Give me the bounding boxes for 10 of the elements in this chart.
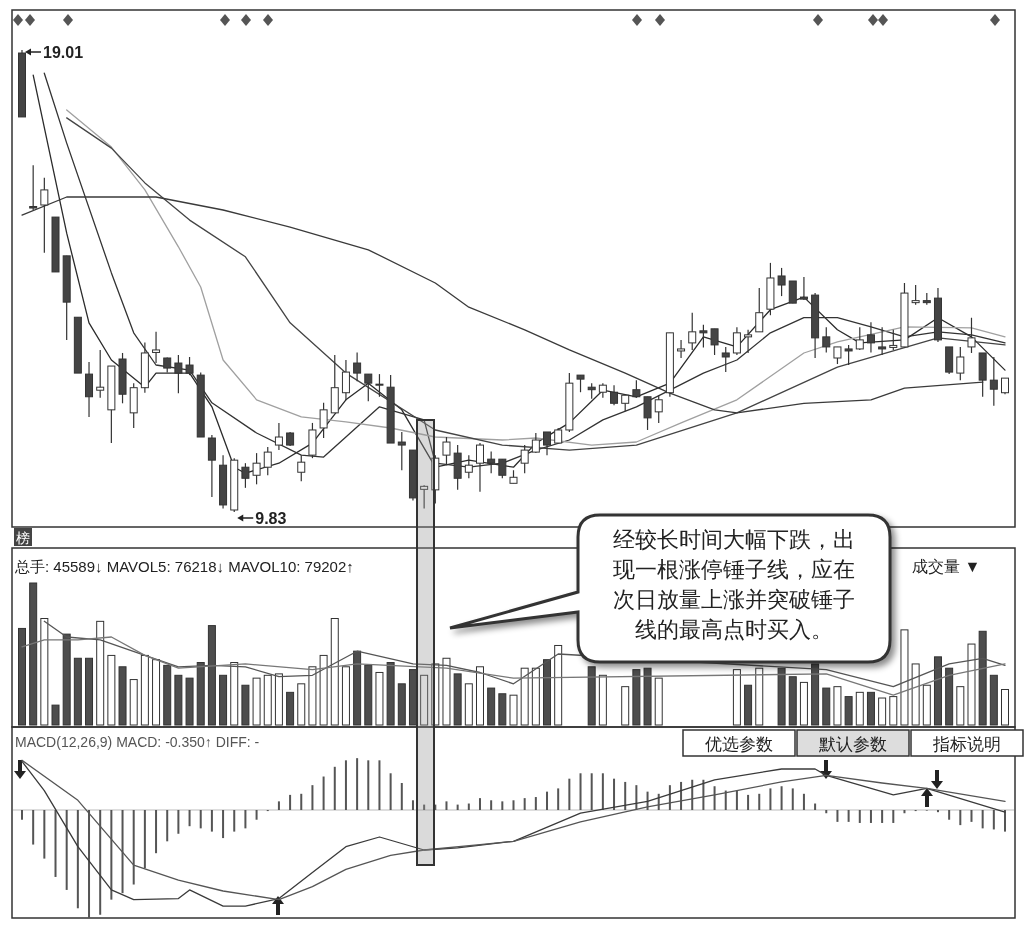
text: 默认参数 — [818, 735, 887, 754]
chart-title: MACD(12,26,9) MACD: -0.350↑ DIFF: - — [15, 734, 260, 750]
chart-title: 总手: 45589↓ MAVOL5: 76218↓ MAVOL10: 79202↑ — [14, 558, 354, 575]
text: 优选参数 — [705, 735, 773, 754]
annotation: 19.01 — [43, 44, 84, 61]
text: 指标说明 — [932, 735, 1001, 754]
annotation: 9.83 — [255, 510, 287, 527]
text: 榜 — [16, 530, 30, 546]
text: 成交量 ▼ — [912, 558, 981, 575]
annotation: 经较长时间大幅下跌，出现一根涨停锤子线，应在次日放量上涨并突破锤子线的最高点时买入。 — [613, 527, 855, 642]
